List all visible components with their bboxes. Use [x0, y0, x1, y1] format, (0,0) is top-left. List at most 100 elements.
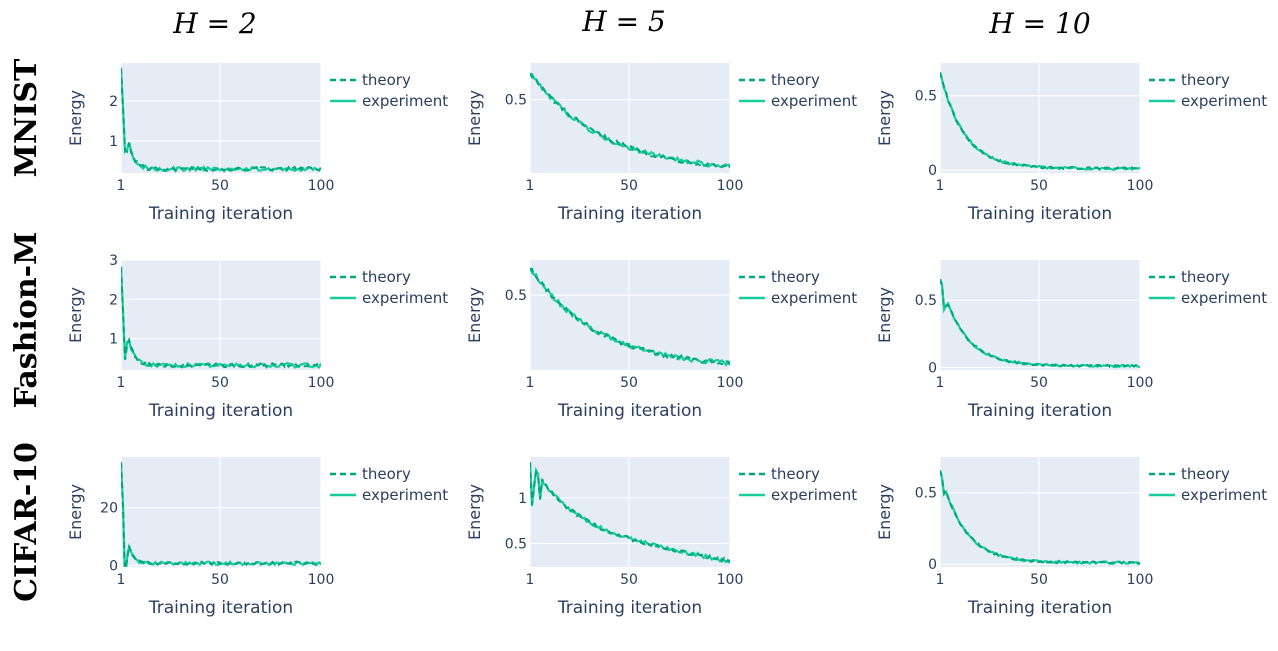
row-title: Fashion-M — [9, 232, 44, 409]
x-tick-label: 50 — [1030, 375, 1048, 391]
subplot-2: 1 50 100 0.5 Training iteration Energy theory e… — [465, 63, 857, 224]
x-tick-label: 100 — [1127, 178, 1154, 194]
x-axis-label: Training iteration — [967, 204, 1112, 224]
x-axis-label: Training iteration — [967, 401, 1112, 421]
subplot-3: 1 50 100 0 0.5 Training iteration Energy theory… — [875, 63, 1267, 224]
legend-experiment-label: experiment — [1181, 289, 1267, 307]
y-tick-label: 1 — [518, 491, 527, 507]
row-title: MNIST — [9, 58, 44, 177]
legend-experiment-label: experiment — [1181, 92, 1267, 110]
x-tick-label: 1 — [117, 375, 126, 391]
y-tick-label: 0.5 — [505, 288, 527, 304]
y-axis-label: Energy — [465, 90, 484, 146]
x-tick-label: 100 — [1127, 572, 1154, 588]
legend-theory-label: theory — [1181, 71, 1230, 89]
theory-line — [121, 67, 321, 173]
plot-area — [121, 260, 321, 370]
theory-line — [121, 461, 321, 567]
legend-theory-label: theory — [771, 71, 820, 89]
x-tick-label: 100 — [308, 572, 335, 588]
x-tick-label: 50 — [1030, 178, 1048, 194]
x-tick-label: 100 — [717, 178, 744, 194]
x-tick-label: 50 — [620, 572, 638, 588]
x-tick-label: 50 — [1030, 572, 1048, 588]
y-axis-label: Energy — [465, 287, 484, 343]
plot-area — [121, 457, 321, 567]
x-tick-label: 1 — [526, 178, 535, 194]
x-tick-label: 100 — [717, 375, 744, 391]
column-title: H = 10 — [988, 7, 1090, 40]
legend-theory-label: theory — [362, 465, 411, 483]
plot-area — [940, 260, 1140, 370]
legend-experiment-label: experiment — [771, 92, 857, 110]
theory-line — [940, 72, 1140, 171]
x-tick-label: 100 — [308, 178, 335, 194]
y-tick-label: 0.5 — [915, 293, 937, 309]
legend-theory-label: theory — [362, 268, 411, 286]
legend-experiment-label: experiment — [771, 486, 857, 504]
x-axis-label: Training iteration — [148, 401, 293, 421]
y-axis-label: Energy — [875, 287, 894, 343]
legend-experiment-label: experiment — [1181, 486, 1267, 504]
column-title: H = 5 — [581, 5, 666, 38]
x-axis-label: Training iteration — [967, 598, 1112, 618]
y-tick-label: 0.5 — [505, 536, 527, 552]
x-tick-label: 50 — [620, 178, 638, 194]
subplot-8: 1 50 100 0.5 1 Training iteration Energy theory… — [465, 457, 857, 618]
x-axis-label: Training iteration — [148, 204, 293, 224]
legend-theory-label: theory — [1181, 465, 1230, 483]
subplot-5: 1 50 100 0.5 Training iteration Energy theory e… — [465, 260, 857, 421]
legend-theory-label: theory — [1181, 268, 1230, 286]
subplot-9: 1 50 100 0 0.5 Training iteration Energy theory… — [875, 457, 1267, 618]
theory-line — [940, 470, 1140, 565]
legend-experiment-label: experiment — [771, 289, 857, 307]
x-axis-label: Training iteration — [557, 598, 702, 618]
x-tick-label: 50 — [211, 375, 229, 391]
plot-area — [530, 457, 730, 567]
x-tick-label: 1 — [936, 572, 945, 588]
y-tick-label: 0 — [928, 557, 937, 573]
legend-experiment-label: experiment — [362, 289, 448, 307]
plot-area — [940, 457, 1140, 567]
y-tick-label: 20 — [100, 501, 118, 517]
legend-experiment-label: experiment — [362, 486, 448, 504]
column-title: H = 2 — [172, 7, 257, 40]
x-tick-label: 1 — [526, 375, 535, 391]
y-tick-label: 3 — [109, 253, 118, 269]
x-tick-label: 1 — [526, 572, 535, 588]
row-title: CIFAR-10 — [9, 442, 44, 602]
x-tick-label: 50 — [211, 178, 229, 194]
subplot-6: 1 50 100 0 0.5 Training iteration Energy theory… — [875, 260, 1267, 421]
x-axis-label: Training iteration — [148, 598, 293, 618]
legend-theory-label: theory — [362, 71, 411, 89]
y-tick-label: 0.5 — [915, 486, 937, 502]
y-tick-label: 2 — [109, 292, 118, 308]
plot-area — [530, 63, 730, 173]
y-axis-label: Energy — [66, 484, 85, 540]
subplot-4: 1 50 100 1 2 3 Training iteration Energy theory e… — [66, 253, 448, 421]
x-tick-label: 100 — [1127, 375, 1154, 391]
y-axis-label: Energy — [66, 90, 85, 146]
y-tick-label: 0.5 — [505, 93, 527, 109]
x-axis-label: Training iteration — [557, 204, 702, 224]
legend-theory-label: theory — [771, 465, 820, 483]
subplot-1: 1 50 100 1 2 Training iteration Energy theory ex… — [66, 63, 448, 224]
x-tick-label: 50 — [211, 572, 229, 588]
experiment-line — [530, 462, 730, 564]
theory-line — [940, 278, 1140, 369]
y-tick-label: 2 — [109, 94, 118, 110]
x-tick-label: 1 — [117, 572, 126, 588]
y-axis-label: Energy — [875, 90, 894, 146]
x-tick-label: 1 — [936, 375, 945, 391]
x-tick-label: 1 — [117, 178, 126, 194]
x-tick-label: 100 — [308, 375, 335, 391]
theory-line — [121, 266, 321, 369]
y-tick-label: 0 — [109, 559, 118, 575]
x-tick-label: 50 — [620, 375, 638, 391]
subplot-7: 1 50 100 0 20 Training iteration Energy theory e… — [66, 457, 448, 618]
theory-line — [530, 267, 730, 366]
plot-area — [530, 260, 730, 370]
y-axis-label: Energy — [465, 484, 484, 540]
